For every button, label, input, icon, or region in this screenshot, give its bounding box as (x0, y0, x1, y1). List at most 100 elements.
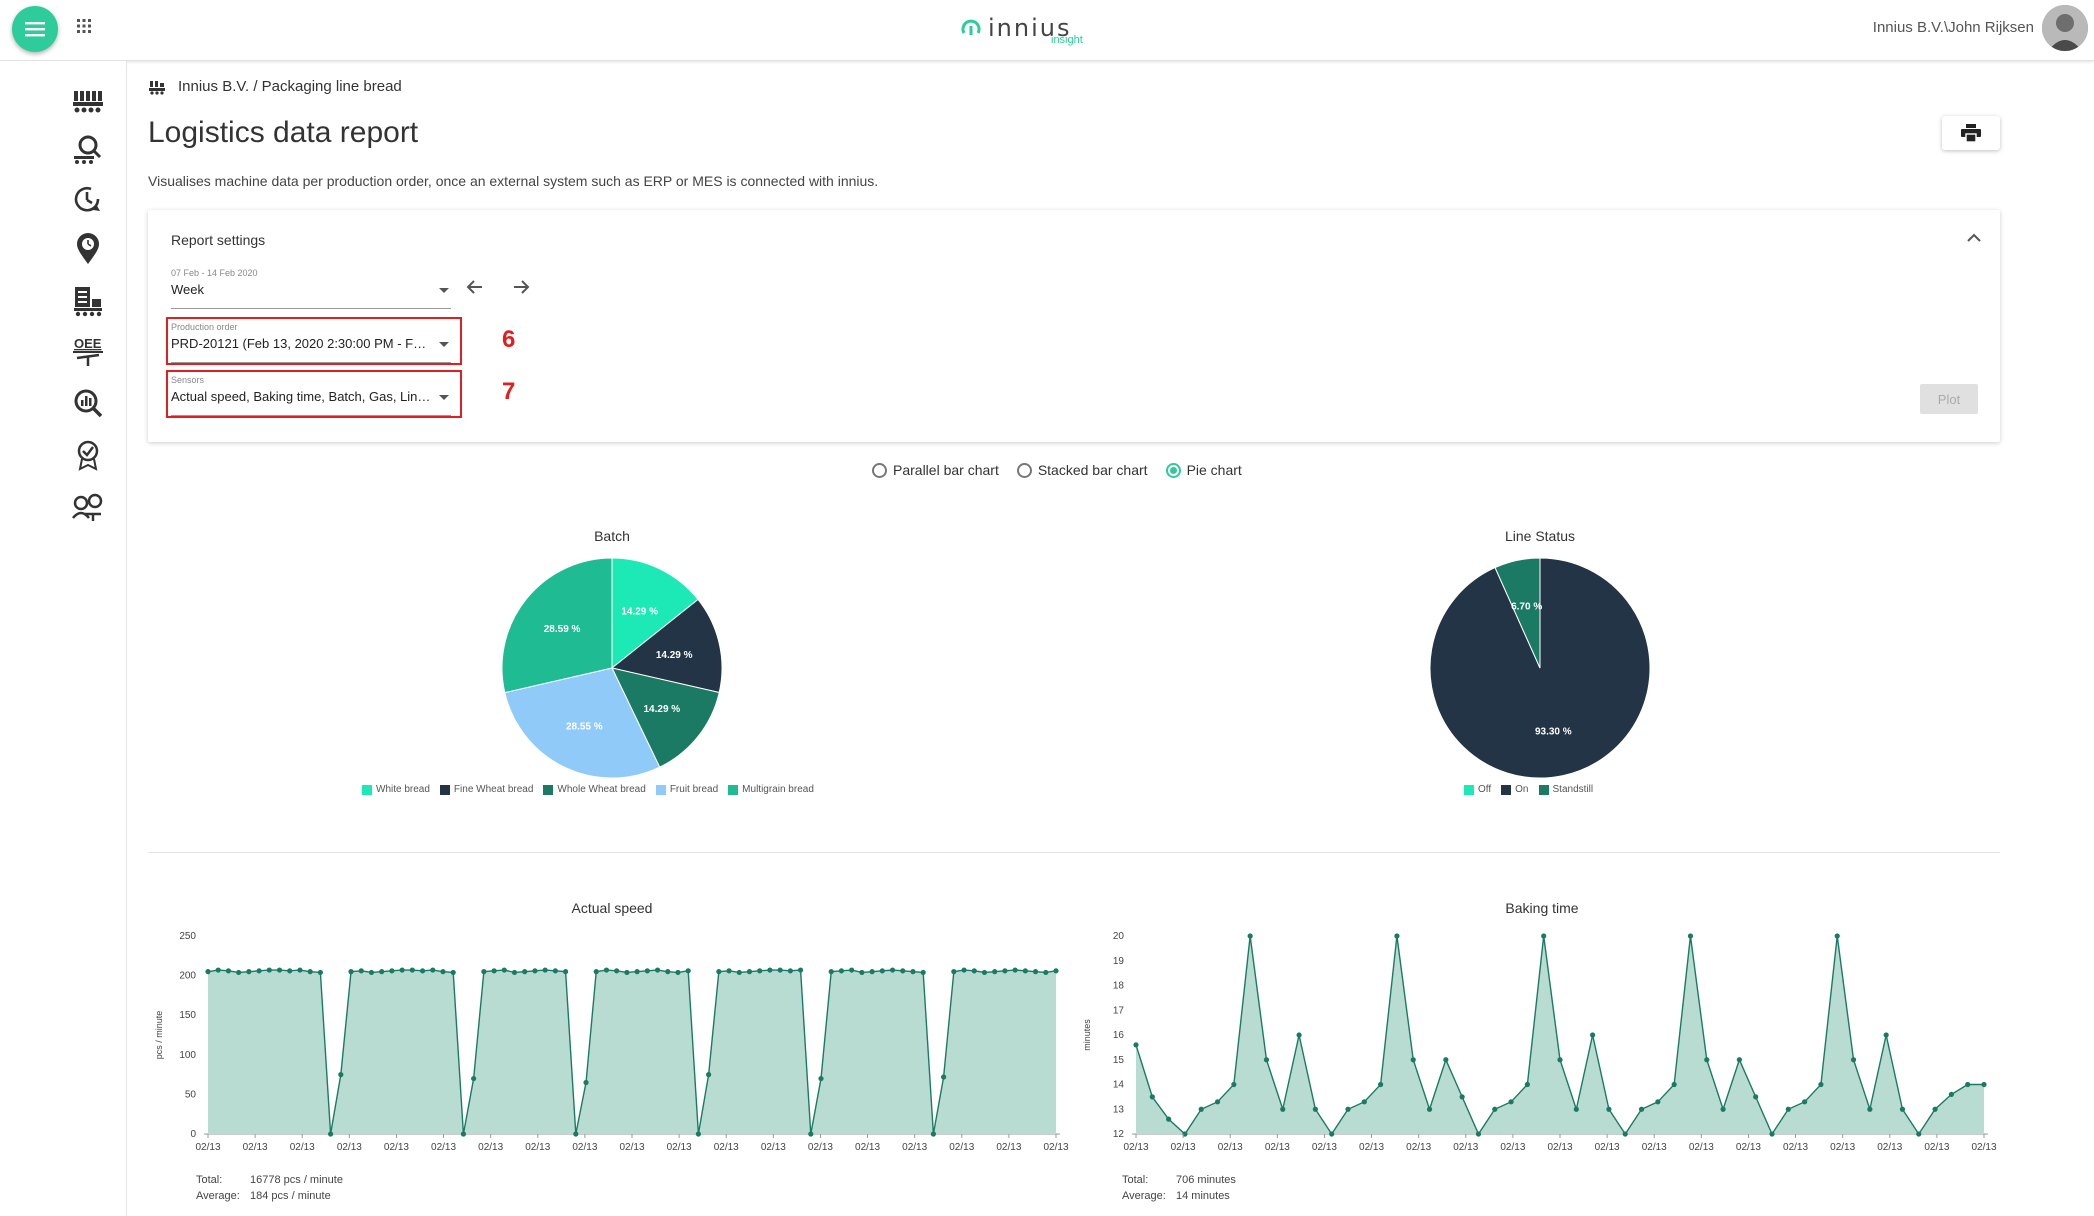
sidebar-item-machines[interactable] (70, 83, 106, 119)
sidebar-item-location[interactable] (70, 231, 106, 267)
data-point[interactable] (389, 968, 395, 974)
data-point[interactable] (1032, 969, 1039, 975)
data-point[interactable] (603, 967, 610, 973)
data-point[interactable] (205, 969, 211, 975)
radio-stacked-bar-chart[interactable]: Stacked bar chart (1016, 462, 1148, 478)
data-point[interactable] (634, 969, 640, 975)
legend-item[interactable]: Fruit bread (655, 784, 718, 795)
period-select[interactable]: 07 Feb - 14 Feb 2020 Week (171, 268, 451, 309)
data-point[interactable] (481, 969, 487, 975)
data-point[interactable] (1394, 933, 1400, 939)
data-point[interactable] (787, 968, 793, 974)
data-point[interactable] (1573, 1106, 1579, 1112)
data-point[interactable] (1606, 1106, 1612, 1112)
data-point[interactable] (1899, 1106, 1906, 1112)
data-point[interactable] (328, 1131, 334, 1137)
sidebar-item-oee[interactable]: OEE (70, 333, 106, 369)
legend-item[interactable]: Standstill (1538, 784, 1593, 795)
data-point[interactable] (716, 969, 722, 975)
data-point[interactable] (1002, 968, 1008, 974)
data-point[interactable] (941, 1074, 947, 1080)
data-point[interactable] (859, 969, 865, 976)
data-point[interactable] (981, 969, 988, 976)
data-point[interactable] (1834, 933, 1840, 939)
data-point[interactable] (419, 968, 426, 974)
data-point[interactable] (1524, 1081, 1530, 1088)
data-point[interactable] (777, 967, 783, 973)
data-point[interactable] (1459, 1094, 1465, 1100)
data-point[interactable] (992, 969, 998, 975)
data-point[interactable] (900, 968, 906, 974)
data-point[interactable] (889, 967, 896, 973)
main-menu-button[interactable] (12, 6, 58, 52)
data-point[interactable] (1329, 1131, 1335, 1137)
legend-item[interactable]: Multigrain bread (728, 784, 814, 795)
sidebar-item-history[interactable] (70, 181, 106, 217)
data-point[interactable] (930, 1131, 936, 1137)
data-point[interactable] (1492, 1106, 1498, 1112)
data-point[interactable] (726, 968, 732, 974)
data-point[interactable] (1012, 967, 1018, 973)
data-point[interactable] (1231, 1081, 1237, 1088)
data-point[interactable] (358, 968, 364, 974)
data-point[interactable] (797, 967, 804, 973)
data-point[interactable] (665, 969, 671, 975)
sensors-select[interactable]: Sensors Actual speed, Baking time, Batch… (171, 375, 451, 416)
data-point[interactable] (614, 968, 620, 974)
data-point[interactable] (1280, 1106, 1286, 1112)
data-point[interactable] (532, 968, 538, 974)
data-point[interactable] (1263, 1057, 1270, 1063)
breadcrumb-path[interactable]: Innius B.V. / Packaging line bread (178, 78, 402, 95)
data-point[interactable] (1345, 1106, 1351, 1112)
data-point[interactable] (1671, 1081, 1677, 1088)
data-point[interactable] (399, 967, 405, 973)
data-point[interactable] (266, 967, 272, 973)
plot-button[interactable]: Plot (1920, 384, 1978, 414)
data-point[interactable] (869, 969, 875, 975)
data-point[interactable] (409, 967, 415, 973)
data-point[interactable] (552, 968, 558, 974)
data-point[interactable] (1948, 1091, 1954, 1097)
data-point[interactable] (1296, 1032, 1302, 1038)
pie-slice[interactable] (610, 598, 723, 694)
data-point[interactable] (348, 969, 354, 975)
data-point[interactable] (276, 967, 283, 973)
data-point[interactable] (593, 969, 599, 975)
data-point[interactable] (1214, 1099, 1221, 1105)
data-point[interactable] (1802, 1099, 1808, 1105)
data-point[interactable] (1541, 933, 1547, 939)
data-point[interactable] (1704, 1057, 1710, 1063)
data-point[interactable] (920, 969, 926, 976)
data-point[interactable] (573, 1131, 579, 1137)
apps-button[interactable] (76, 18, 98, 40)
data-point[interactable] (1361, 1099, 1367, 1105)
data-point[interactable] (1043, 969, 1049, 976)
pie-slice[interactable] (504, 667, 661, 779)
data-point[interactable] (287, 968, 293, 974)
data-point[interactable] (297, 967, 303, 973)
data-point[interactable] (236, 969, 242, 976)
sidebar-item-search-machine[interactable] (70, 131, 106, 167)
data-point[interactable] (1916, 1131, 1922, 1137)
data-point[interactable] (1378, 1081, 1384, 1088)
sidebar-item-analytics[interactable] (70, 385, 106, 421)
legend-item[interactable]: Whole Wheat bread (543, 784, 646, 795)
pie-slice[interactable] (611, 557, 699, 670)
legend-item[interactable]: White bread (362, 784, 430, 795)
data-point[interactable] (910, 969, 916, 975)
data-point[interactable] (644, 968, 650, 974)
data-point[interactable] (818, 1075, 824, 1082)
data-point[interactable] (511, 969, 518, 976)
data-point[interactable] (246, 969, 252, 975)
data-point[interactable] (1883, 1032, 1889, 1038)
data-point[interactable] (317, 969, 323, 976)
data-point[interactable] (1590, 1032, 1596, 1038)
data-point[interactable] (1850, 1057, 1857, 1063)
data-point[interactable] (1932, 1106, 1938, 1112)
data-point[interactable] (767, 967, 773, 973)
data-point[interactable] (1182, 1131, 1188, 1137)
data-point[interactable] (307, 969, 313, 975)
data-point[interactable] (1867, 1106, 1873, 1112)
data-point[interactable] (368, 969, 375, 976)
data-point[interactable] (1557, 1057, 1563, 1063)
